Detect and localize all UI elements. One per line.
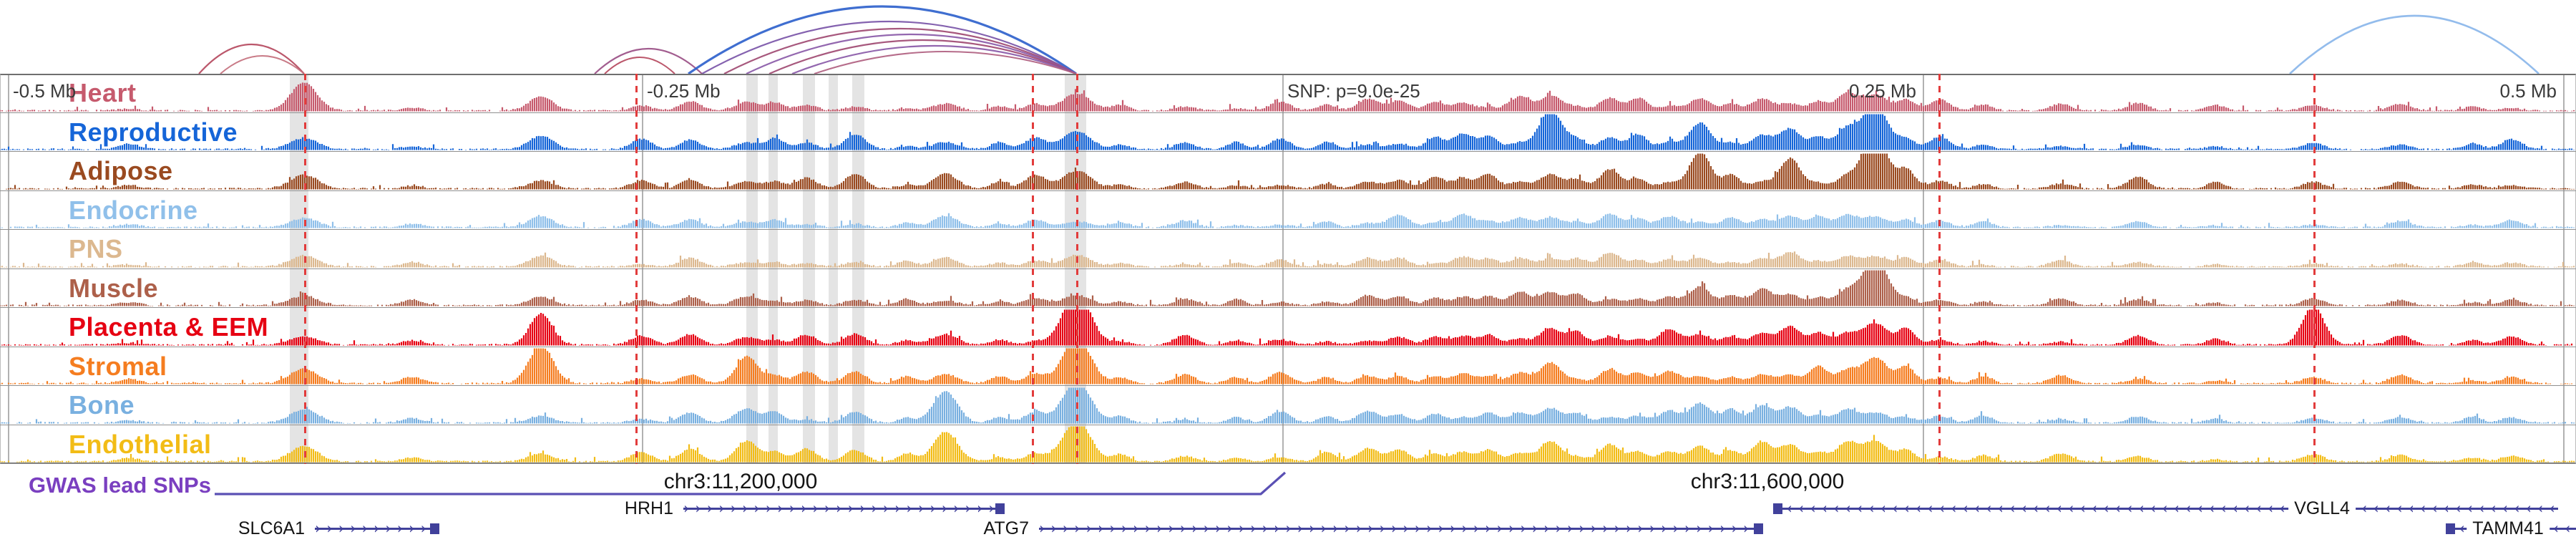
signal-path-reproductive: [0, 114, 2575, 150]
track-row-endocrine: Endocrine: [0, 190, 2576, 230]
interaction-arc[interactable]: [746, 34, 1077, 74]
tick-line: [2563, 75, 2565, 463]
track-label-endothelial: Endothelial: [69, 429, 212, 459]
track-label-pns: PNS: [69, 234, 123, 263]
interaction-arc[interactable]: [814, 51, 1077, 74]
highlight-band: [803, 75, 815, 463]
track-row-heart: Heart: [0, 74, 2576, 113]
track-label-endocrine: Endocrine: [69, 195, 198, 225]
track-label-adipose: Adipose: [69, 156, 173, 185]
tick-label: 0.5 Mb: [2499, 80, 2557, 102]
track-label-muscle: Muscle: [69, 273, 159, 303]
interaction-arc[interactable]: [723, 27, 1077, 74]
gwas-lead-snps-label: GWAS lead SNPs: [29, 473, 211, 498]
signal-path-endocrine: [0, 213, 2575, 228]
track-label-heart: Heart: [69, 78, 137, 107]
tick-label: SNP: p=9.0e-25: [1287, 80, 1420, 102]
coordinate-label: chr3:11,600,000: [1690, 470, 1845, 493]
track-row-endothelial: Endothelial: [0, 424, 2576, 464]
interaction-arc[interactable]: [220, 55, 305, 74]
interaction-arc[interactable]: [2289, 14, 2540, 74]
track-label-reproductive: Reproductive: [69, 117, 238, 147]
signal-heart[interactable]: [0, 73, 2576, 112]
tick-line: [642, 75, 643, 463]
track-row-bone: Bone: [0, 386, 2576, 425]
interaction-arc[interactable]: [604, 57, 675, 74]
annotation-area: GWAS lead SNPs chr3:11,200,000 chr3:11,60…: [0, 464, 2576, 537]
signal-muscle[interactable]: [0, 268, 2576, 307]
track-row-adipose: Adipose: [0, 152, 2576, 191]
interaction-arc[interactable]: [791, 44, 1077, 74]
track-row-pns: PNS: [0, 230, 2576, 269]
signal-reproductive[interactable]: [0, 112, 2576, 151]
interaction-arc[interactable]: [688, 5, 1077, 74]
signal-endothelial[interactable]: [0, 424, 2576, 463]
highlight-band: [852, 75, 864, 463]
signal-bone[interactable]: [0, 385, 2576, 425]
track-label-placenta-eem: Placenta & EEM: [69, 312, 269, 342]
signal-path-pns: [0, 251, 2575, 267]
tick-label: -0.5 Mb: [13, 80, 77, 102]
highlight-band: [829, 75, 838, 463]
signal-path-placenta-eem: [1, 309, 2573, 345]
tick-line: [1923, 75, 1924, 463]
tick-label: 0.25 Mb: [1849, 80, 1916, 102]
signal-path-bone: [0, 387, 2575, 423]
signal-endocrine[interactable]: [0, 190, 2576, 229]
interaction-arc[interactable]: [198, 43, 305, 74]
signal-path-heart: [0, 82, 2575, 111]
signal-stromal[interactable]: [0, 346, 2576, 385]
signal-path-endothelial: [0, 426, 2575, 463]
interaction-arcs-layer: [198, 5, 2540, 74]
signal-placenta-eem[interactable]: [0, 307, 2576, 347]
coordinate-label: chr3:11,200,000: [663, 470, 818, 493]
signal-path-muscle: [0, 270, 2575, 306]
signal-path-adipose: [5, 153, 2575, 189]
signal-adipose[interactable]: [0, 151, 2576, 190]
track-row-muscle: Muscle: [0, 268, 2576, 308]
interaction-arc[interactable]: [769, 39, 1077, 74]
track-label-stromal: Stromal: [69, 351, 167, 381]
track-label-bone: Bone: [69, 390, 135, 420]
tick-line: [8, 75, 9, 463]
highlight-band: [769, 75, 778, 463]
tick-label: -0.25 Mb: [647, 80, 721, 102]
track-row-stromal: Stromal: [0, 346, 2576, 386]
coordinate-ticks: -0.5 Mb -0.25 Mb SNP: p=9.0e-25 0.25 Mb 0.5 …: [0, 80, 2576, 109]
interaction-arc[interactable]: [594, 47, 703, 74]
track-row-reproductive: Reproductive: [0, 112, 2576, 152]
tick-line: [1282, 75, 1284, 463]
interaction-arc[interactable]: [701, 20, 1077, 74]
grid-layer: [0, 74, 2576, 464]
track-row-placenta-eem: Placenta & EEM: [0, 308, 2576, 347]
signal-path-stromal: [0, 348, 2573, 384]
signal-pns[interactable]: [0, 229, 2576, 268]
tracks-area[interactable]: Heart Reproductive Adipose Endocrine PNS Musc…: [0, 74, 2576, 464]
